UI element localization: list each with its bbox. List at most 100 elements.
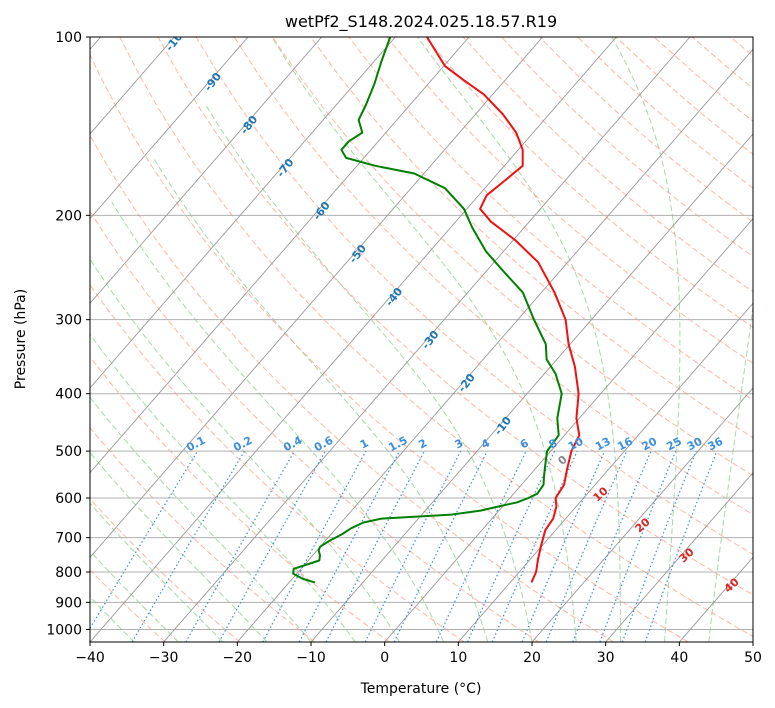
- dry-adiabat: [769, 37, 775, 642]
- x-tick-label: −20: [223, 650, 253, 666]
- mixing-ratio-label: 36: [706, 435, 726, 454]
- plot-area: 0.1 0.2 0.4 0.6 1 1.5 2 3 4 6 8 10 13 16 20 25 30 36-100-…: [90, 37, 775, 642]
- temperature-line: [426, 37, 581, 583]
- dry-adiabat: [348, 37, 753, 401]
- dry-adiabat-label: 30: [677, 545, 697, 565]
- moist-adiabat: [271, 37, 577, 642]
- isotherm-line: [163, 37, 691, 642]
- plot-frame: [89, 36, 754, 643]
- moist-adiabat: [90, 396, 312, 642]
- mixing-ratio-label: 6: [518, 436, 531, 451]
- moist-adiabat: [90, 550, 179, 642]
- isotherm-line: [90, 37, 544, 559]
- moist-adiabat: [708, 303, 753, 642]
- isotherm-line: [90, 37, 470, 474]
- isotherm-label: -50: [347, 242, 370, 266]
- moist-adiabat: [152, 157, 489, 642]
- dry-adiabat: [539, 37, 753, 223]
- mixing-ratio-label: 13: [593, 435, 613, 454]
- x-tick-label: 30: [597, 650, 615, 666]
- dry-adiabat: [90, 498, 241, 642]
- mixing-ratio-line: [364, 450, 462, 642]
- dry-adiabat: [90, 134, 614, 642]
- x-tick-label: −40: [75, 650, 105, 666]
- dry-adiabat: [615, 37, 753, 156]
- dry-adiabats: [90, 37, 775, 642]
- y-axis-ticks: 1000 900 800 700 600 500 400 300 200 100: [46, 30, 90, 638]
- dry-adiabat: [691, 37, 753, 89]
- dry-adiabat: [386, 37, 753, 365]
- mixing-ratio-line: [90, 450, 199, 630]
- mixing-ratio-line: [599, 450, 677, 642]
- moist-adiabat: [111, 201, 445, 642]
- isotherm-line: [678, 556, 753, 642]
- x-tick-label: 20: [523, 650, 541, 666]
- x-tick-label: 40: [670, 650, 688, 666]
- isotherm-line: [605, 471, 753, 642]
- isotherm-line: [90, 37, 617, 642]
- pressure-gridlines: [90, 37, 753, 630]
- isotherm-label: -40: [383, 285, 406, 309]
- y-tick-label: 100: [55, 30, 82, 46]
- dry-adiabat-label: 10: [591, 484, 611, 504]
- x-axis-label: Temperature (°C): [360, 681, 482, 697]
- isotherm-label: -80: [238, 113, 261, 137]
- x-axis-ticks: −40 −30 −20 −10 0 10 20 30 40 50: [75, 642, 762, 666]
- mixing-ratio-line: [521, 450, 606, 642]
- dry-adiabat: [119, 37, 753, 638]
- isotherm-line: [531, 387, 753, 642]
- mixing-ratio-label: 1: [358, 436, 371, 451]
- mixing-ratio-label: 2: [416, 436, 429, 451]
- isotherm-label: -30: [419, 328, 442, 352]
- x-tick-label: −10: [296, 650, 326, 666]
- dry-adiabat: [653, 37, 753, 122]
- mixing-ratio-label: 20: [640, 435, 660, 454]
- mixing-ratio-label: 10: [566, 435, 586, 454]
- isotherm-line: [752, 641, 753, 642]
- isotherm-line: [236, 48, 753, 642]
- isotherm-label: -70: [274, 156, 297, 180]
- dry-adiabat: [195, 37, 753, 555]
- moist-adiabat: [205, 104, 533, 642]
- isotherm-line: [90, 37, 249, 220]
- isotherm-line: [90, 37, 323, 304]
- mixing-ratio-lines: [90, 450, 718, 642]
- isotherms: [90, 37, 753, 642]
- mixing-ratio-label: 25: [664, 435, 684, 454]
- moist-adiabat: [90, 596, 135, 642]
- x-tick-label: 50: [744, 650, 762, 666]
- x-tick-label: 10: [449, 650, 467, 666]
- dry-adiabat: [157, 37, 753, 596]
- moist-adiabat: [90, 452, 268, 642]
- y-tick-label: 300: [55, 313, 82, 329]
- y-tick-label: 800: [55, 565, 82, 581]
- moist-adiabat: [416, 37, 621, 642]
- dry-adiabat: [424, 37, 753, 328]
- mixing-ratio-label: 30: [685, 435, 705, 454]
- mixing-ratio-line: [572, 450, 652, 642]
- x-tick-label: 0: [380, 650, 389, 666]
- mixing-ratio-line: [393, 450, 488, 642]
- dry-adiabat: [90, 427, 316, 642]
- dry-adiabat: [577, 37, 753, 189]
- moist-adiabat: [90, 333, 356, 642]
- isotherm-label: -90: [202, 70, 225, 94]
- dry-adiabat: [272, 37, 753, 477]
- isotherm-line: [384, 217, 753, 642]
- dry-adiabat: [90, 210, 540, 642]
- y-tick-label: 400: [55, 387, 82, 403]
- dewpoint-line: [292, 37, 563, 584]
- dry-adiabat: [462, 37, 753, 293]
- y-tick-label: 200: [55, 208, 82, 224]
- moist-adiabats: [90, 37, 753, 642]
- moist-adiabat: [611, 37, 681, 642]
- isotherm-line: [310, 133, 753, 642]
- dry-adiabat: [90, 53, 689, 642]
- dry-adiabat: [90, 283, 465, 642]
- x-tick-label: −30: [149, 650, 179, 666]
- y-tick-label: 500: [55, 444, 82, 460]
- y-tick-label: 600: [55, 491, 82, 507]
- y-tick-label: 900: [55, 595, 82, 611]
- profile-series: [292, 37, 581, 584]
